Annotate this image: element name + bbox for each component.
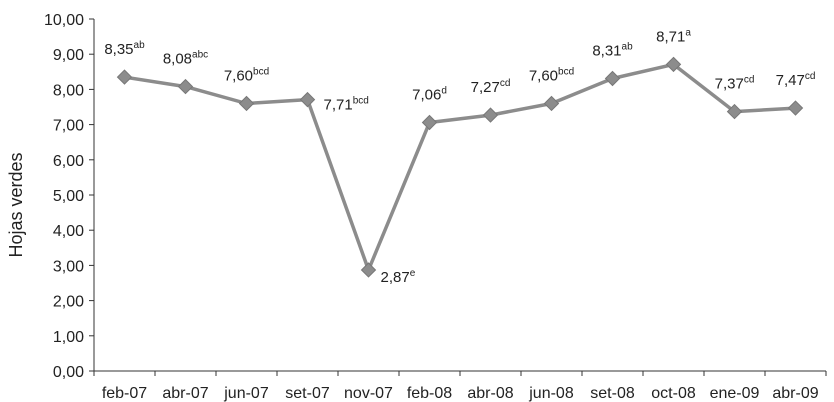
x-tick-label: abr-08	[467, 385, 513, 402]
y-tick-label: 10,00	[44, 12, 84, 29]
y-tick-label: 0,00	[53, 364, 84, 381]
x-tick-label: jun-07	[223, 385, 269, 402]
data-label: 8,08abc	[163, 50, 208, 68]
y-axis: 0,00 1,00 2,00 3,00 4,00 5,00 6,00 7,00 8,00 9,00…	[44, 12, 95, 381]
data-point	[787, 100, 804, 116]
data-label: 7,37cd	[715, 75, 755, 93]
x-tick-label: nov-07	[344, 385, 393, 402]
data-label: 7,06d	[412, 85, 447, 103]
x-tick-label: oct-08	[651, 385, 696, 402]
series-line	[124, 62, 796, 272]
data-label: 2,87e	[381, 268, 416, 286]
x-tick-label: abr-07	[162, 385, 208, 402]
data-label: 7,47cd	[776, 71, 816, 89]
data-label: 8,71a	[656, 27, 691, 45]
significance-letter: cd	[744, 75, 755, 86]
data-label: 7,60bcd	[529, 66, 574, 84]
data-label: 8,31ab	[592, 41, 633, 59]
data-point	[665, 56, 682, 73]
significance-letter: bcd	[558, 66, 574, 77]
x-tick-label: abr-09	[772, 385, 818, 402]
data-point	[421, 114, 438, 131]
data-labels: 8,35ab 8,08abc 7,60bcd 7,71bcd 2,87e 7,06d 7,2…	[104, 27, 815, 286]
data-label: 7,60bcd	[224, 66, 269, 84]
significance-letter: cd	[500, 78, 511, 89]
y-tick-label: 6,00	[53, 153, 84, 170]
y-tick-label: 3,00	[53, 258, 84, 275]
y-tick-label: 7,00	[53, 118, 84, 135]
data-point	[177, 78, 194, 95]
significance-letter: e	[410, 268, 416, 279]
series-hojas-verdes	[116, 56, 804, 278]
data-label: 7,27cd	[471, 78, 511, 96]
x-tick-label: set-07	[285, 385, 330, 402]
x-tick-label: feb-08	[407, 385, 452, 402]
significance-letter: bcd	[353, 96, 369, 107]
data-point	[543, 95, 560, 112]
x-axis: feb-07 abr-07 jun-07 set-07 nov-07 feb-08 abr-…	[93, 370, 827, 402]
x-tick-label: feb-07	[102, 385, 147, 402]
y-tick-label: 5,00	[53, 188, 84, 205]
significance-letter: ab	[134, 40, 146, 51]
data-point	[238, 95, 255, 112]
data-point	[116, 69, 133, 85]
data-point	[299, 91, 316, 108]
y-tick-label: 2,00	[53, 294, 84, 311]
data-point	[726, 103, 743, 120]
significance-letter: cd	[805, 71, 816, 82]
data-label: 8,35ab	[104, 40, 145, 58]
data-point	[360, 262, 377, 278]
significance-letter: d	[441, 85, 447, 96]
y-tick-label: 1,00	[53, 329, 84, 346]
y-axis-title: Hojas verdes	[6, 152, 26, 257]
significance-letter: abc	[192, 50, 208, 61]
significance-letter: ab	[622, 41, 634, 52]
data-point	[604, 70, 621, 87]
significance-letter: bcd	[253, 66, 269, 77]
y-tick-label: 4,00	[53, 223, 84, 240]
data-point	[482, 107, 499, 123]
y-tick-label: 9,00	[53, 47, 84, 64]
data-label: 7,71bcd	[324, 96, 369, 114]
y-tick-label: 8,00	[53, 82, 84, 99]
x-tick-label: set-08	[590, 385, 635, 402]
x-tick-label: jun-08	[528, 385, 574, 402]
significance-letter: a	[685, 27, 691, 38]
x-tick-label: ene-09	[710, 385, 760, 402]
